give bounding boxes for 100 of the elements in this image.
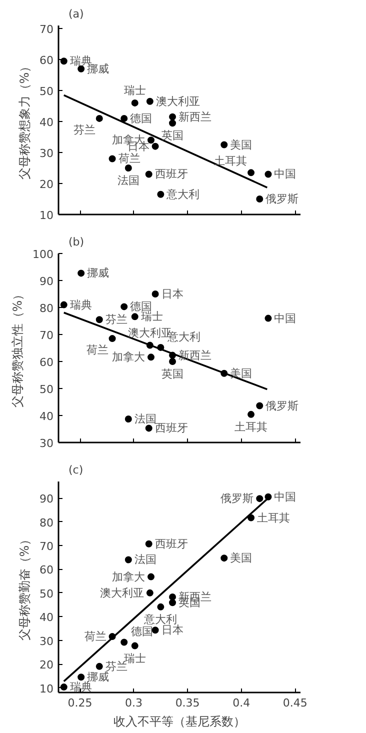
point <box>108 335 116 342</box>
y-tick-label: 50 <box>40 383 54 396</box>
annotation: 法国 <box>134 553 156 566</box>
point <box>148 354 154 361</box>
point <box>169 593 176 600</box>
annotation: 意大利 <box>166 188 200 201</box>
point <box>124 416 132 423</box>
annotation: 美国 <box>230 138 252 152</box>
chart-title: (a) <box>68 8 84 20</box>
annotation: 德国 <box>130 112 152 125</box>
y-axis-title: 父母称赞想象力（%） <box>18 60 32 180</box>
point <box>169 120 176 127</box>
point <box>220 141 228 148</box>
point <box>248 169 255 176</box>
y-tick-label: 10 <box>40 209 54 222</box>
annotation: 俄罗斯 <box>266 192 299 206</box>
point <box>96 316 103 324</box>
annotation: 美国 <box>230 552 252 565</box>
annotation: 西班牙 <box>154 422 188 435</box>
annotation: 中国 <box>274 312 296 325</box>
y-tick-label: 40 <box>40 116 54 130</box>
y-tick-label: 50 <box>40 587 54 600</box>
annotation: 芬兰 <box>73 123 96 136</box>
y-tick-label: 40 <box>40 410 54 423</box>
annotation: 日本 <box>161 288 184 300</box>
annotation: 荷兰 <box>86 344 108 357</box>
point <box>60 684 68 691</box>
annotation: 芬兰 <box>105 313 128 326</box>
point <box>145 424 152 432</box>
point <box>264 314 272 322</box>
annotation: 瑞士 <box>140 310 163 324</box>
y-tick-label: 80 <box>40 302 54 315</box>
point <box>131 313 138 320</box>
point <box>248 410 255 418</box>
annotation: 土耳其 <box>234 420 268 434</box>
y-axis-title: 父母称赞独立性（%） <box>10 288 25 408</box>
annotation: 西班牙 <box>154 537 188 550</box>
y-tick-label: 30 <box>40 634 54 648</box>
annotation: 美国 <box>230 366 252 380</box>
x-tick-label: 0.35 <box>175 696 200 710</box>
annotation: 俄罗斯 <box>266 399 299 412</box>
point <box>96 662 103 670</box>
annotation: 日本 <box>161 624 184 637</box>
annotation: 英国 <box>162 129 184 142</box>
point <box>256 495 264 502</box>
point <box>152 626 159 634</box>
point <box>124 164 132 172</box>
annotation: 意大利 <box>143 612 178 626</box>
point <box>131 642 138 650</box>
point <box>256 402 264 410</box>
point <box>146 589 154 596</box>
point <box>256 196 264 202</box>
annotation: 瑞典 <box>70 680 92 694</box>
x-tick-label: 0.45 <box>282 696 308 710</box>
point <box>157 603 164 610</box>
point <box>169 113 176 120</box>
annotation: 瑞典 <box>70 298 92 312</box>
point <box>131 99 138 106</box>
y-tick-label: 100 <box>32 248 54 261</box>
y-tick-label: 70 <box>40 329 54 342</box>
annotation: 澳大利亚 <box>156 94 200 108</box>
annotation: 新西兰 <box>178 110 212 124</box>
point <box>96 114 103 122</box>
point <box>145 170 152 178</box>
point <box>120 638 128 646</box>
point <box>60 58 68 65</box>
x-tick-label: 0.25 <box>68 696 92 710</box>
annotation: 中国 <box>274 168 296 181</box>
point <box>152 142 159 150</box>
point <box>60 301 68 308</box>
point <box>148 136 154 144</box>
point <box>220 554 228 562</box>
x-tick-label: 0.3 <box>125 696 143 710</box>
point <box>108 155 116 162</box>
point <box>148 573 154 580</box>
annotation: 法国 <box>117 174 140 188</box>
y-tick-label: 30 <box>40 437 54 450</box>
y-tick-label: 80 <box>40 516 54 530</box>
annotation: 德国 <box>131 625 154 638</box>
point <box>124 556 132 564</box>
annotation: 西班牙 <box>154 168 188 181</box>
y-tick-label: 90 <box>40 275 54 288</box>
y-tick-label: 60 <box>40 564 54 577</box>
point <box>264 170 272 178</box>
annotation: 澳大利亚 <box>100 586 144 600</box>
annotation: 中国 <box>274 490 296 504</box>
y-tick-label: 60 <box>40 54 54 68</box>
y-tick-label: 60 <box>40 356 54 369</box>
annotation: 挪威 <box>87 266 110 280</box>
annotation: 加拿大 <box>112 570 145 584</box>
point <box>120 303 128 310</box>
annotation: 土耳其 <box>257 511 290 524</box>
y-tick-label: 70 <box>40 540 54 554</box>
x-tick-label: 0.4 <box>232 696 250 710</box>
y-tick-label: 40 <box>40 611 54 624</box>
point <box>78 674 85 681</box>
annotation: 法国 <box>134 412 156 426</box>
y-tick-label: 30 <box>40 147 54 160</box>
point <box>169 358 176 365</box>
annotation: 荷兰 <box>84 630 106 644</box>
